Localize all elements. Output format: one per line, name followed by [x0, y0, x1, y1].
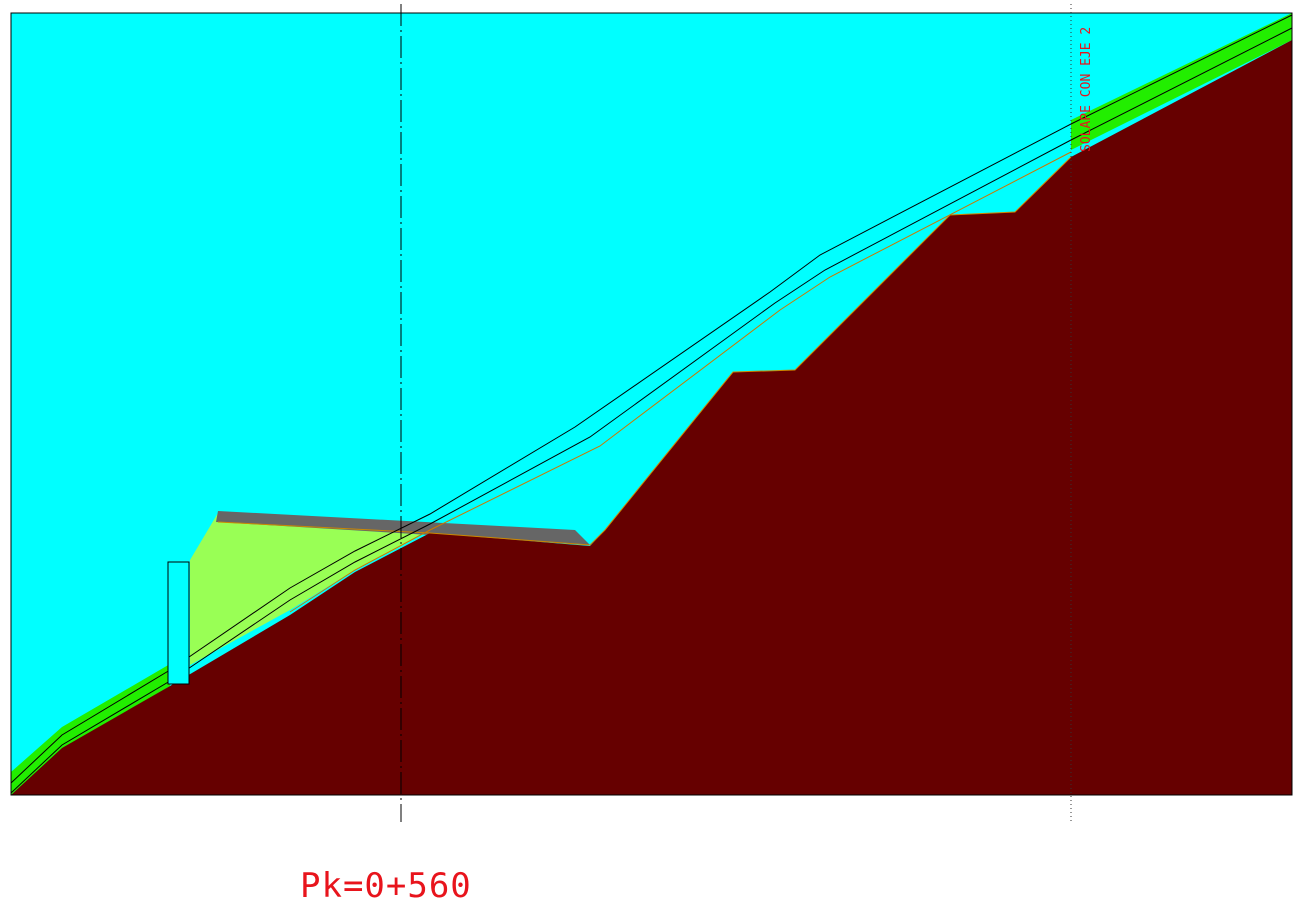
frame-border — [10, 12, 1293, 796]
conduit-line-top — [10, 14, 1293, 784]
terrain-edge — [217, 156, 1072, 546]
overlap-label: SOLAPE CON EJE 2 — [1079, 27, 1094, 152]
terrain-ground — [11, 40, 1292, 795]
pavement-slab — [216, 511, 590, 545]
conduit-line-bottom — [10, 27, 1293, 794]
marker-rectangle — [167, 561, 190, 685]
green-layer-right — [1071, 13, 1292, 150]
green-layer-left — [11, 664, 170, 795]
station-label: Pk=0+560 — [300, 866, 472, 904]
conduit-line-orange — [289, 151, 1072, 613]
